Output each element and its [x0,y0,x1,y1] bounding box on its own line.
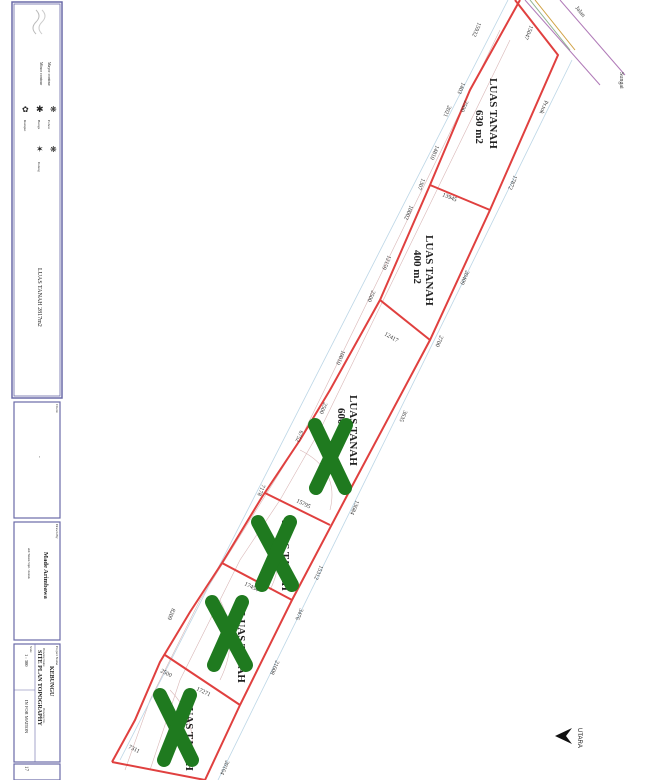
legend-label: Bunga [37,120,41,130]
rumput-icon: ✿ [22,105,29,114]
road-lines: Jalan Sungai [524,0,626,89]
scale: 1 : 300 [24,654,29,667]
dimension-label: 20409 [458,269,469,285]
ilalang-icon: ✶ [36,144,44,154]
lot-label: LUAS TANAH [347,395,359,466]
drawn-by-label: Drawn By [55,524,59,539]
cross-mark-icon [251,515,299,592]
project-name: KEBUNGU [48,666,54,697]
dimension-label: 15932 [470,21,481,37]
dimension-label: 3635 [397,409,407,422]
north-arrow-icon [555,728,572,744]
dimension-label: 12417 [383,332,399,345]
dimension-label: 21608 [268,659,279,675]
drawn-by-note: ahli Teknik Sipil / Arsitek [27,548,31,579]
dimension-label: 3476 [293,607,303,620]
client-label: Client [55,404,59,413]
drawing-no-label: Drawing No. [42,708,46,724]
lot-area: 630 m2 [473,110,485,144]
north-label: UTARA [576,728,582,748]
scale-label: Scale [29,646,33,653]
pohon-icon: ❋ [50,105,57,114]
cross-mark-icon [205,595,253,672]
bunga-icon: ✱ [36,104,44,114]
mayor-contour-icon [32,9,40,35]
title-block: Mayor contour Minor contour ❋ ✱ ✿ ❋ ✶ Po… [11,1,63,780]
dimension-label: 15312 [312,564,323,580]
dimension-labels: 15932 15047 1403 2500 2021 14810 1307 13… [127,21,549,775]
dimension-label: 17454 [243,581,259,593]
dimension-label: 14810 [428,144,439,160]
dimension-label: 15795 [295,498,311,510]
lot-boundaries [111,0,560,780]
dimension-label: 2500 [365,289,375,302]
status: IN FOR MATION [24,700,29,734]
dimension-label: 2500 [458,99,468,112]
client-value: - [36,456,41,458]
legend-label: Pohon [47,120,51,129]
dimension-label: 20164 [218,759,229,775]
drawn-by: Made Arimbawa [42,552,49,600]
total-area: LUAS TANAH 2817m2 [36,268,42,327]
north-arrow: UTARA [555,728,582,748]
drawing-name-label: Drawing Name [42,648,46,667]
dimension-label: 8209 [165,607,175,620]
sheet-number: 17 [23,766,28,772]
project-panel [13,643,61,763]
lot-label: LUAS TANAH [423,235,435,306]
dimension-label: 1307 [415,177,425,190]
dimension-label: 17271 [195,686,211,698]
dimension-label: 2700 [433,334,443,347]
dimension-label: 15047 [522,24,533,40]
dimension-label: 7178 [255,483,265,496]
road-label: Jalan [573,5,586,18]
dimension-label: 12159 [380,254,391,270]
minor-contour-icon [38,9,46,35]
crossed-lots [153,418,353,767]
dimension-label: 10002 [402,204,413,220]
sheet-panel [13,763,61,780]
dimension-label: 7311 [127,744,140,755]
project-label: Project Name [55,646,59,666]
dimension-label: 6752 [293,429,303,442]
lot-label: LUAS TANAH [487,78,499,149]
dimension-label: 2500 [317,401,327,414]
legend-label: Ilalang [37,162,41,172]
river-label: Sungai [618,72,624,89]
client-panel [13,401,61,519]
pohon-kecil-icon: ❋ [50,145,57,154]
drawn-by-panel [13,521,61,641]
legend-label: Minor contour [39,62,44,86]
drawing-name: SITE PLAN TOPOGRAPHY [36,650,42,726]
cross-mark-icon [308,418,353,495]
dimension-label: 1403 [455,81,465,94]
cross-mark-icon [153,688,199,767]
dimension-label: 17872 [506,174,517,190]
legend-panel [11,1,63,399]
dimension-label: 13684 [348,499,359,515]
contour-lines [124,29,511,771]
dimension-label: 2500 [159,668,172,679]
edge-label: Pr.tok [538,99,549,114]
dimension-label: 10010 [334,349,345,365]
lot-area: 400 m2 [411,250,423,284]
offset-lines [119,0,573,780]
dimension-label: 13945 [441,192,457,203]
legend-label: Mayor contour [47,62,52,87]
dimension-label: 2021 [441,104,451,117]
legend-label: Rumput [23,120,27,131]
